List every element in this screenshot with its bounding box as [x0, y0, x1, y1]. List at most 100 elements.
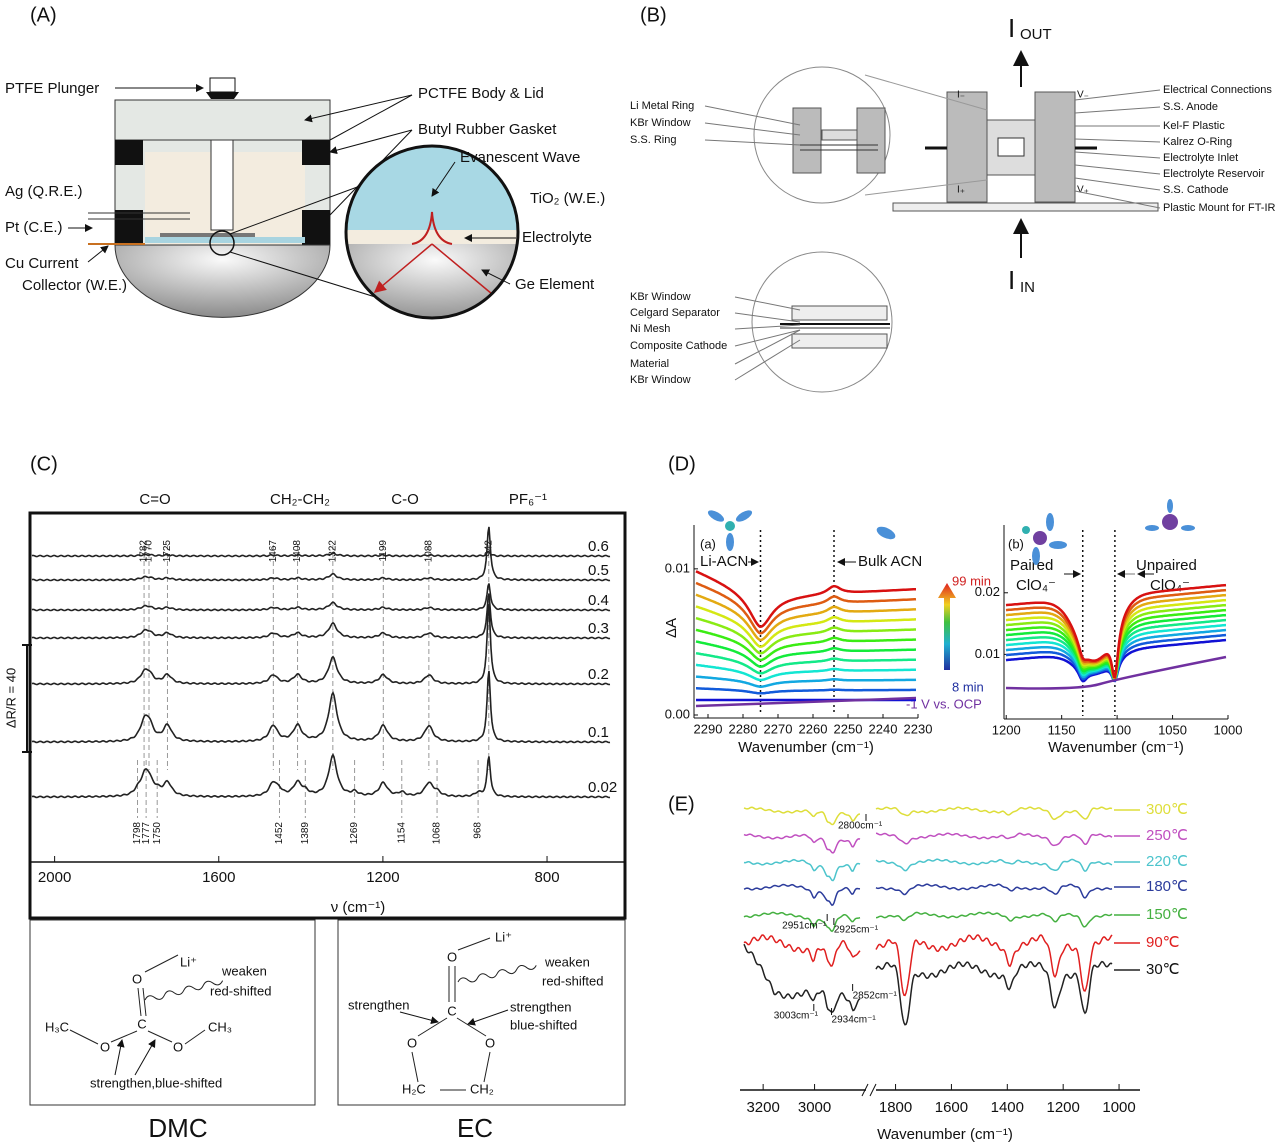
- label: Composite Cathode: [630, 340, 727, 352]
- arrow: [431, 161, 456, 197]
- x-tick-label: 2270: [764, 721, 793, 736]
- x-tick-label: 800: [535, 869, 560, 886]
- group-label: C=O: [139, 491, 170, 508]
- arrow: [329, 129, 413, 155]
- device: [986, 119, 1036, 176]
- label: Kel-F Plastic: [1163, 120, 1225, 132]
- x-tick-label: 2230: [904, 721, 933, 736]
- cell-part: [821, 129, 858, 141]
- subplot-tag: (a): [700, 536, 716, 551]
- label: Kalrez O-Ring: [1163, 136, 1232, 148]
- label: S.S. Ring: [630, 134, 676, 146]
- lid: [114, 99, 331, 141]
- arrow: [304, 94, 413, 123]
- bonds: [411, 937, 491, 1091]
- x-tick-label: 2280: [729, 721, 758, 736]
- zoom-frame: [344, 144, 520, 320]
- label: Ge Element: [515, 276, 595, 293]
- label: strengthen,blue-shifted: [90, 1075, 222, 1090]
- label: strengthen: [510, 999, 571, 1014]
- spectrum: [695, 570, 916, 628]
- molecule-name: EC: [457, 1113, 493, 1143]
- atom: O: [485, 1035, 495, 1050]
- trace-label: 0.6: [588, 538, 609, 555]
- atom: C: [447, 1003, 456, 1018]
- bonds: [69, 954, 206, 1045]
- zoom-line: [864, 74, 988, 111]
- arrow: [329, 129, 413, 216]
- spectrum: [696, 687, 916, 695]
- x-axis-title: Wavenumber (cm⁻¹): [877, 1126, 1013, 1143]
- device: [1034, 91, 1076, 203]
- peak-label: 1389: [300, 822, 311, 845]
- plunger-base: [206, 92, 239, 99]
- x-tick-label: 3200: [746, 1099, 779, 1116]
- zoom-line: [229, 251, 386, 301]
- x-tick-label: 2000: [38, 869, 71, 886]
- label: Electrolyte Inlet: [1163, 152, 1238, 164]
- peak-label: 1408: [292, 540, 303, 563]
- beam-label: IN: [1020, 279, 1035, 296]
- peak-label: 1322: [327, 540, 338, 563]
- ray: [431, 243, 493, 295]
- spectrum: [695, 675, 917, 688]
- scale-label: ΔR/R = 40: [3, 668, 18, 728]
- zoom-spot: [209, 230, 235, 256]
- peak-label: 1750: [152, 822, 163, 845]
- label: Plastic Mount for FT-IR: [1163, 202, 1276, 214]
- label: Ag (Q.R.E.): [5, 183, 83, 200]
- peak-label: 1154: [396, 822, 407, 844]
- label: S.S. Anode: [1163, 101, 1218, 113]
- panel-label: (C): [30, 453, 58, 475]
- peak-label: 1088: [423, 540, 434, 563]
- leader: [734, 329, 801, 347]
- arrow: [481, 269, 511, 285]
- y-tick-label: 0.00: [665, 706, 690, 721]
- ge-element: [114, 244, 331, 318]
- electrolyte: [346, 230, 518, 244]
- spectrum: [743, 943, 861, 1014]
- legend-label: 180℃: [1146, 878, 1188, 895]
- y-tick-label: 0.01: [665, 560, 690, 575]
- x-tick-label: 2250: [834, 721, 863, 736]
- marker-label: Bulk ACN: [858, 553, 922, 570]
- legend-label: 150℃: [1146, 906, 1188, 923]
- time-arrow: [938, 583, 956, 670]
- x-tick-label: 1000: [1214, 722, 1243, 737]
- kbr-window: [791, 333, 888, 349]
- x-axis-title: Wavenumber (cm⁻¹): [1048, 739, 1184, 756]
- beam-label: OUT: [1020, 26, 1052, 43]
- gasket: [115, 210, 143, 245]
- evanescent: [411, 211, 453, 245]
- spectrum: [31, 583, 611, 612]
- time-label: 99 min: [952, 573, 991, 588]
- panel-label: (E): [668, 793, 695, 815]
- leader: [734, 324, 801, 330]
- legend-label: 90℃: [1146, 934, 1180, 951]
- spectrum: [695, 696, 917, 708]
- x-tick-label: 1600: [202, 869, 235, 886]
- spectrum: [875, 832, 1113, 847]
- x-axis-title: ν (cm⁻¹): [331, 899, 386, 916]
- label: weaken: [221, 963, 267, 978]
- peak-label: 1452: [274, 822, 285, 845]
- leader: [704, 139, 801, 146]
- atom: O: [173, 1039, 183, 1054]
- label: Cu Current: [5, 255, 79, 272]
- panel-label: (D): [668, 453, 696, 475]
- label: weaken: [544, 954, 590, 969]
- x-tick-label: 1800: [879, 1099, 912, 1116]
- beam-label: I: [1008, 265, 1015, 295]
- x-tick-label: 1050: [1158, 722, 1187, 737]
- leader: [1074, 190, 1161, 209]
- peak-label: 1798: [132, 822, 143, 845]
- terminal: I₊: [957, 185, 965, 196]
- annotation: 2951cm⁻¹: [782, 921, 827, 932]
- peak-label: 1068: [432, 822, 443, 845]
- label: Electrolyte: [522, 229, 592, 246]
- leader: [734, 339, 801, 381]
- atom: O: [407, 1035, 417, 1050]
- zoom: [346, 146, 518, 318]
- x-tick-label: 2240: [869, 721, 898, 736]
- leader: [734, 329, 801, 365]
